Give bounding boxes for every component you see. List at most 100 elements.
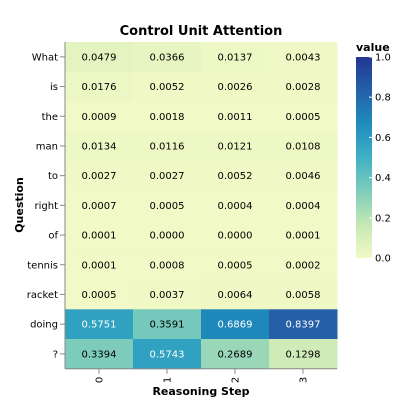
- chart-title: Control Unit Attention: [120, 24, 283, 39]
- cell-value-label: 0.0001: [82, 231, 117, 242]
- cell-value-label: 0.0000: [150, 231, 185, 242]
- cell-value-label: 0.0005: [218, 260, 253, 271]
- heatmap-cell: [269, 309, 338, 340]
- cell-value-label: 0.0005: [150, 201, 185, 212]
- heatmap-cell: [269, 339, 338, 370]
- x-tick-label: 3: [299, 377, 310, 383]
- y-tick-label: man: [36, 141, 58, 152]
- y-axis: What is the man to right of tennis racket doing?: [27, 42, 66, 369]
- cell-value-label: 0.0108: [286, 141, 321, 152]
- cell-value-label: 0.0121: [218, 141, 253, 152]
- cell-value-label: 0.8397: [286, 320, 321, 331]
- cell-value-label: 0.0134: [82, 141, 117, 152]
- cell-value-label: 0.2689: [218, 349, 253, 360]
- heatmap-cell: [65, 339, 134, 370]
- y-axis-title: Question: [13, 177, 26, 233]
- cell-value-label: 0.0011: [218, 112, 253, 123]
- heatmap-cell: [269, 190, 338, 221]
- heatmap-cell: [269, 220, 338, 251]
- heatmap-cell: [65, 160, 134, 191]
- cell-value-label: 0.5751: [82, 320, 117, 331]
- heatmap-cell: [269, 71, 338, 102]
- legend-title: value: [356, 41, 390, 54]
- y-tick-label: of: [48, 231, 58, 242]
- cell-value-label: 0.0052: [218, 171, 253, 182]
- cell-value-label: 0.0002: [286, 260, 321, 271]
- cell-value-label: 0.0052: [150, 82, 185, 93]
- cell-value-label: 0.0479: [82, 52, 117, 63]
- heatmap-cell: [65, 190, 134, 221]
- x-axis: 0 1 2 3: [65, 368, 337, 383]
- color-legend: value 1.0 0.8 0.6 0.4 0.2 0.0: [356, 41, 391, 265]
- cell-value-label: 0.6869: [218, 320, 253, 331]
- heatmap-cell: [269, 101, 338, 132]
- heatmap-cell: [65, 101, 134, 132]
- heatmap-cell: [65, 220, 134, 251]
- heatmap-cell: [133, 249, 202, 281]
- cell-value-label: 0.0046: [286, 171, 321, 182]
- heatmap-cell: [201, 249, 270, 281]
- y-tick-label: the: [42, 112, 58, 123]
- heatmap-cell: [269, 131, 338, 162]
- heatmap-cell: [133, 190, 202, 221]
- cell-value-label: 0.0028: [286, 82, 321, 93]
- y-tick-label: to: [48, 171, 58, 182]
- heatmap-cell: [65, 42, 134, 73]
- heatmap-cell: [133, 42, 202, 73]
- y-tick-label: is: [50, 82, 58, 93]
- cell-value-label: 0.0137: [218, 52, 253, 63]
- cell-value-label: 0.0008: [150, 260, 185, 271]
- heatmap-cell: [65, 309, 134, 340]
- x-tick-label: 2: [231, 377, 242, 383]
- heatmap-cell: [133, 160, 202, 191]
- heatmap-cell: [269, 279, 338, 310]
- y-tick-label: doing: [30, 320, 58, 331]
- legend-tick-label: 0.6: [375, 133, 391, 144]
- cell-value-label: 0.0366: [150, 52, 185, 63]
- cell-value-label: 0.0004: [218, 201, 253, 212]
- heatmap-cells: 0.0479 0.0366 0.0137 0.0043 0.0176 0.0052 0.00…: [65, 42, 338, 370]
- y-tick-label: ?: [53, 349, 58, 360]
- x-tick-label: 1: [163, 377, 174, 383]
- heatmap-cell: [201, 160, 270, 191]
- x-axis-title: Reasoning Step: [152, 385, 249, 398]
- heatmap-cell: [65, 71, 134, 102]
- heatmap-cell: [269, 42, 338, 73]
- heatmap-cell: [133, 309, 202, 340]
- cell-value-label: 0.0004: [286, 201, 321, 212]
- legend-tick-label: 0.2: [375, 213, 391, 224]
- cell-value-label: 0.0043: [286, 52, 321, 63]
- heatmap-cell: [269, 160, 338, 191]
- cell-value-label: 0.0058: [286, 290, 321, 301]
- heatmap-cell: [201, 131, 270, 162]
- heatmap-cell: [133, 220, 202, 251]
- heatmap-cell: [201, 339, 270, 370]
- cell-value-label: 0.0026: [218, 82, 253, 93]
- heatmap-cell: [65, 279, 134, 310]
- cell-value-label: 0.0064: [218, 290, 253, 301]
- cell-value-label: 0.0176: [82, 82, 117, 93]
- legend-gradient-bar: [356, 57, 372, 258]
- y-tick-label: right: [35, 201, 59, 212]
- cell-value-label: 0.0027: [150, 171, 185, 182]
- legend-tick-label: 1.0: [375, 53, 391, 64]
- heatmap-cell: [65, 131, 134, 162]
- heatmap-cell: [201, 309, 270, 340]
- heatmap-cell: [133, 339, 202, 370]
- cell-value-label: 0.0116: [150, 141, 185, 152]
- y-tick-label: racket: [27, 290, 58, 301]
- cell-value-label: 0.0027: [82, 171, 117, 182]
- cell-value-label: 0.0018: [150, 112, 185, 123]
- legend-tick-label: 0.4: [375, 173, 391, 184]
- heatmap-cell: [201, 71, 270, 102]
- heatmap-cell: [133, 71, 202, 102]
- heatmap-cell: [133, 279, 202, 310]
- heatmap-cell: [201, 101, 270, 132]
- heatmap-cell: [269, 249, 338, 281]
- cell-value-label: 0.0001: [286, 231, 321, 242]
- heatmap-cell: [201, 190, 270, 221]
- y-tick-label: What: [32, 52, 58, 63]
- heatmap-cell: [65, 249, 134, 281]
- legend-tick-label: 0.0: [375, 254, 391, 265]
